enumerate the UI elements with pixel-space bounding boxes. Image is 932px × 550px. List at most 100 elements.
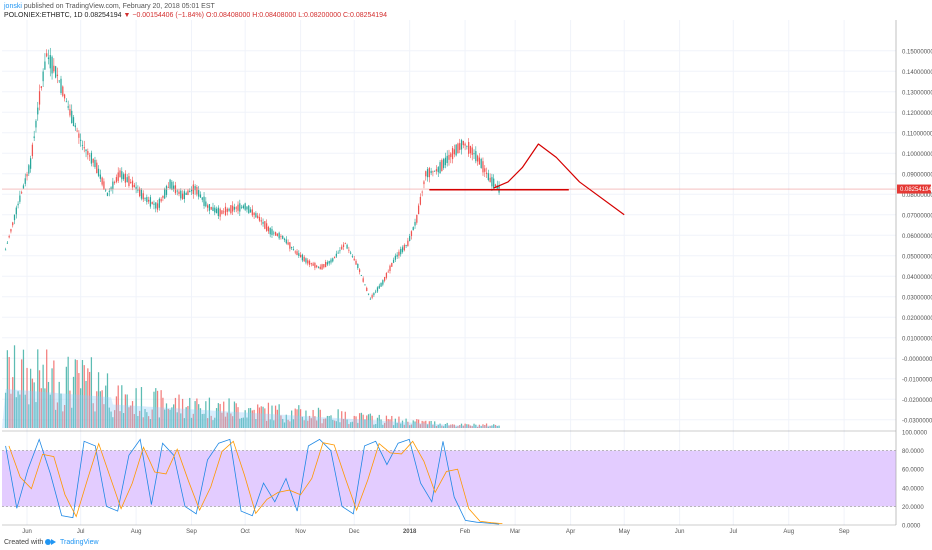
candle-body	[137, 189, 139, 191]
candle-body	[28, 165, 30, 174]
candle-body	[419, 196, 422, 205]
volume-bar	[337, 409, 339, 428]
x-tick-label: Jun	[675, 529, 685, 535]
volume-bar	[460, 423, 463, 428]
tradingview-brand[interactable]: TradingView	[60, 539, 99, 546]
volume-bar	[434, 421, 436, 428]
candle-body	[321, 264, 323, 270]
candle-body	[96, 162, 98, 174]
volume-bar	[13, 345, 16, 428]
volume-bar	[253, 409, 255, 428]
volume-bar	[378, 414, 380, 428]
projection-curve	[493, 143, 625, 216]
candle-body	[265, 223, 268, 231]
candle-body	[264, 221, 266, 229]
volume-bar	[101, 390, 103, 428]
candle-body	[99, 174, 101, 179]
volume-bar	[457, 426, 459, 428]
candle-body	[434, 170, 436, 172]
volume-bar	[278, 404, 280, 428]
volume-bar	[444, 424, 447, 428]
candle-body	[475, 151, 477, 162]
volume-bar	[189, 397, 191, 428]
candle-body	[484, 168, 486, 172]
candle-body	[305, 258, 307, 263]
volume-bar	[6, 350, 8, 428]
volume-bar	[289, 421, 291, 428]
y-tick-label: -0.01000000	[902, 377, 932, 383]
volume-bar	[464, 423, 466, 428]
volume-bar	[385, 415, 388, 428]
chart-canvas[interactable]: 0.15000000 0.14000000 0.13000000 0.12000000…	[0, 20, 932, 535]
candle-body	[425, 171, 427, 177]
candle-body	[171, 181, 173, 190]
volume-bar	[249, 407, 252, 428]
candle-body	[147, 199, 150, 202]
volume-bar	[92, 403, 94, 428]
volume-bar	[476, 426, 479, 428]
y-tick-label: 0.06000000	[902, 234, 932, 240]
volume-bar	[358, 413, 361, 428]
candle-body	[105, 189, 107, 191]
candle-body	[360, 275, 363, 276]
volume-bar	[201, 413, 203, 428]
candle-body	[232, 205, 234, 212]
candle-body	[453, 149, 455, 155]
volume-bar	[183, 418, 186, 428]
candle-body	[307, 260, 309, 264]
volume-bar	[366, 415, 368, 428]
x-tick-label: Dec	[349, 529, 360, 535]
volume-bar	[121, 385, 123, 428]
volume-bar	[398, 416, 400, 428]
x-tick-label: Jun	[22, 529, 32, 535]
author-link[interactable]: jonski	[4, 3, 22, 10]
volume-bar	[307, 420, 309, 428]
candle-body	[280, 236, 282, 237]
candle-body	[110, 187, 112, 190]
candle-body	[224, 206, 227, 216]
candle-body	[396, 254, 398, 257]
candle-body	[301, 254, 304, 261]
candle-body	[407, 240, 409, 247]
volume-bar	[46, 349, 48, 428]
volume-bar	[78, 373, 80, 428]
volume-bar	[274, 405, 277, 428]
candle-body	[437, 167, 439, 173]
stoch-tick-label: 40.0000	[902, 486, 924, 492]
volume-bar	[139, 410, 141, 428]
candle-body	[414, 221, 416, 226]
candle-body	[88, 155, 91, 157]
candle-body	[384, 277, 386, 281]
candle-body	[173, 185, 175, 190]
candle-body	[493, 178, 495, 189]
candle-body	[358, 269, 361, 272]
volume-bar	[114, 410, 116, 428]
candle-body	[72, 117, 75, 127]
candle-body	[106, 192, 109, 196]
user-drawings	[429, 143, 625, 216]
volume-bar	[316, 420, 318, 428]
volume-bar	[106, 373, 109, 428]
candle-body	[401, 247, 404, 252]
volume-bar	[448, 425, 450, 428]
candle-body	[156, 203, 159, 210]
candle-body	[131, 180, 134, 188]
candle-body	[176, 190, 178, 192]
candle-body	[198, 190, 200, 197]
candle-body	[26, 174, 28, 177]
volume-bar	[31, 378, 34, 428]
volume-bar	[239, 418, 241, 428]
volume-bar	[364, 419, 366, 428]
volume-bar	[124, 394, 126, 428]
volume-bar	[105, 385, 107, 428]
candle-body	[42, 71, 44, 82]
volume-bar	[169, 409, 171, 428]
volume-bar	[416, 419, 418, 428]
volume-bar	[235, 403, 237, 428]
candle-body	[471, 147, 473, 155]
candle-body	[369, 298, 371, 300]
candle-body	[121, 171, 123, 180]
candle-body	[85, 149, 87, 152]
volume-bar	[131, 401, 134, 428]
candle-body	[289, 242, 291, 249]
